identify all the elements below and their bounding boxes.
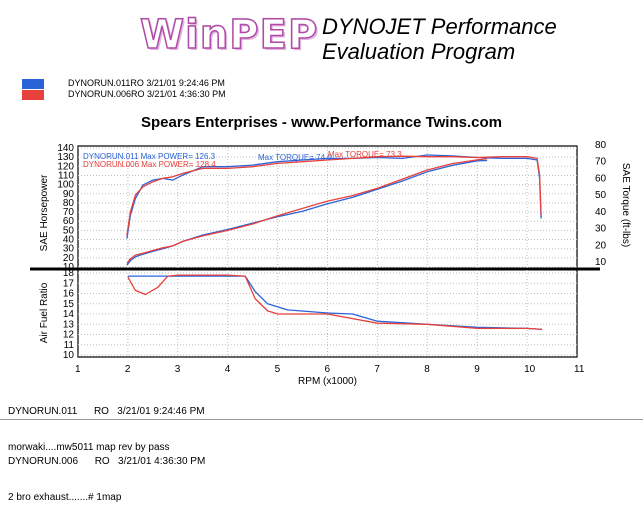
hp-tick-label: 80 xyxy=(63,198,75,209)
afr-tick-label: 17 xyxy=(63,278,75,289)
x-tick-label: 9 xyxy=(474,364,480,375)
hp-tick-label: 140 xyxy=(57,143,74,154)
title-line-2: Evaluation Program xyxy=(322,39,516,64)
afr-tick-label: 13 xyxy=(63,319,75,330)
hp-tick-label: 60 xyxy=(63,216,75,227)
afr-tick-label: 18 xyxy=(63,268,75,279)
hp-tick-label: 100 xyxy=(57,180,74,191)
y-axis-label-afr: Air Fuel Ratio xyxy=(39,282,50,343)
torque-tick-label: 70 xyxy=(595,157,607,168)
hp-tick-label: 20 xyxy=(63,253,75,264)
hp-tick-label: 10 xyxy=(63,262,75,273)
hp-tick-label: 40 xyxy=(63,235,75,246)
run-header: DYNORUN.011 RO 3/21/01 9:24:46 PM xyxy=(8,406,205,417)
run-header: DYNORUN.006 RO 3/21/01 4:36:30 PM xyxy=(8,456,206,467)
afr-tick-label: 10 xyxy=(63,350,75,361)
torque-tick-label: 50 xyxy=(595,190,607,201)
torque-tick-label: 20 xyxy=(595,240,607,251)
x-tick-label: 11 xyxy=(574,364,585,375)
torque-line-dynorun-011 xyxy=(126,154,542,239)
x-axis-label: RPM (x1000) xyxy=(298,376,357,387)
legend-label: DYNORUN.006RO 3/21/01 4:36:30 PM xyxy=(68,89,226,99)
afr-tick-label: 14 xyxy=(63,309,75,320)
torque-tick-label: 80 xyxy=(595,140,607,151)
afr-tick-label: 15 xyxy=(63,299,75,310)
hp-tick-label: 30 xyxy=(63,244,75,255)
afr-tick-label: 12 xyxy=(63,330,75,341)
hp-tick-label: 50 xyxy=(63,225,75,236)
afr-tick-label: 16 xyxy=(63,289,75,300)
afr-tick-label: 11 xyxy=(64,340,75,351)
x-tick-label: 6 xyxy=(325,364,331,375)
winpep-logo: WinPEP xyxy=(139,11,319,59)
y-axis-label-torque: SAE Torque (ft-lbs) xyxy=(620,163,631,247)
dyno-chart: 1 2 3 4 5 6 7 8 9 10 11102030405060708090100110120… xyxy=(30,140,631,387)
afr-line-dynorun-011 xyxy=(127,275,543,331)
torque-tick-label: 60 xyxy=(595,173,607,184)
run-notes: 2 bro exhaust.......# 1map xyxy=(8,492,122,503)
run-info-011: DYNORUN.011 RO 3/21/01 9:24:46 PM morwak… xyxy=(8,382,205,466)
plot-frame xyxy=(77,145,578,358)
annotation-max-torque-011: Max TORQUE= 74.0 xyxy=(258,153,332,162)
x-tick-label: 7 xyxy=(374,364,380,375)
x-tick-label: 2 xyxy=(125,364,131,375)
x-tick-label: 8 xyxy=(424,364,430,375)
chart-subtitle: Spears Enterprises - www.Performance Twi… xyxy=(141,114,502,131)
x-tick-label: 5 xyxy=(275,364,281,375)
page-title: DYNOJET Performance Evaluation Program xyxy=(322,14,557,64)
torque-tick-label: 30 xyxy=(595,224,607,235)
annotation-max-power-006: DYNORUN.006 Max POWER= 128.4 xyxy=(83,160,216,169)
torque-tick-label: 40 xyxy=(595,207,607,218)
x-tick-label: 1 xyxy=(75,364,81,375)
footer-divider xyxy=(0,419,643,420)
run-notes: morwaki....mw5011 map rev by pass xyxy=(8,442,170,453)
run-info-006: DYNORUN.006 RO 3/21/01 4:36:30 PM 2 bro … xyxy=(8,432,205,516)
power-line-dynorun-006 xyxy=(126,157,488,264)
x-tick-label: 3 xyxy=(175,364,181,375)
title-line-1: DYNOJET Performance xyxy=(322,14,557,39)
torque-line-dynorun-006 xyxy=(126,155,542,236)
x-tick-label: 10 xyxy=(524,364,536,375)
legend-swatch-blue xyxy=(22,79,44,89)
torque-tick-label: 10 xyxy=(595,257,607,268)
hp-tick-label: 110 xyxy=(58,170,74,181)
y-axis-label-hp: SAE Horsepower xyxy=(39,174,50,251)
legend-swatch-red xyxy=(22,90,44,100)
hp-tick-label: 120 xyxy=(57,161,74,172)
power-line-dynorun-011 xyxy=(126,159,488,266)
hp-tick-label: 130 xyxy=(57,152,74,163)
hp-tick-label: 70 xyxy=(63,207,75,218)
x-tick-label: 4 xyxy=(225,364,231,375)
annotation-max-torque-006: Max TORQUE= 73.3 xyxy=(328,150,402,159)
legend-label: DYNORUN.011RO 3/21/01 9:24:46 PM xyxy=(68,78,225,88)
annotation-max-power-011: DYNORUN.011 Max POWER= 126.3 xyxy=(83,152,216,161)
hp-tick-label: 90 xyxy=(63,189,75,200)
afr-line-dynorun-006 xyxy=(127,274,543,331)
